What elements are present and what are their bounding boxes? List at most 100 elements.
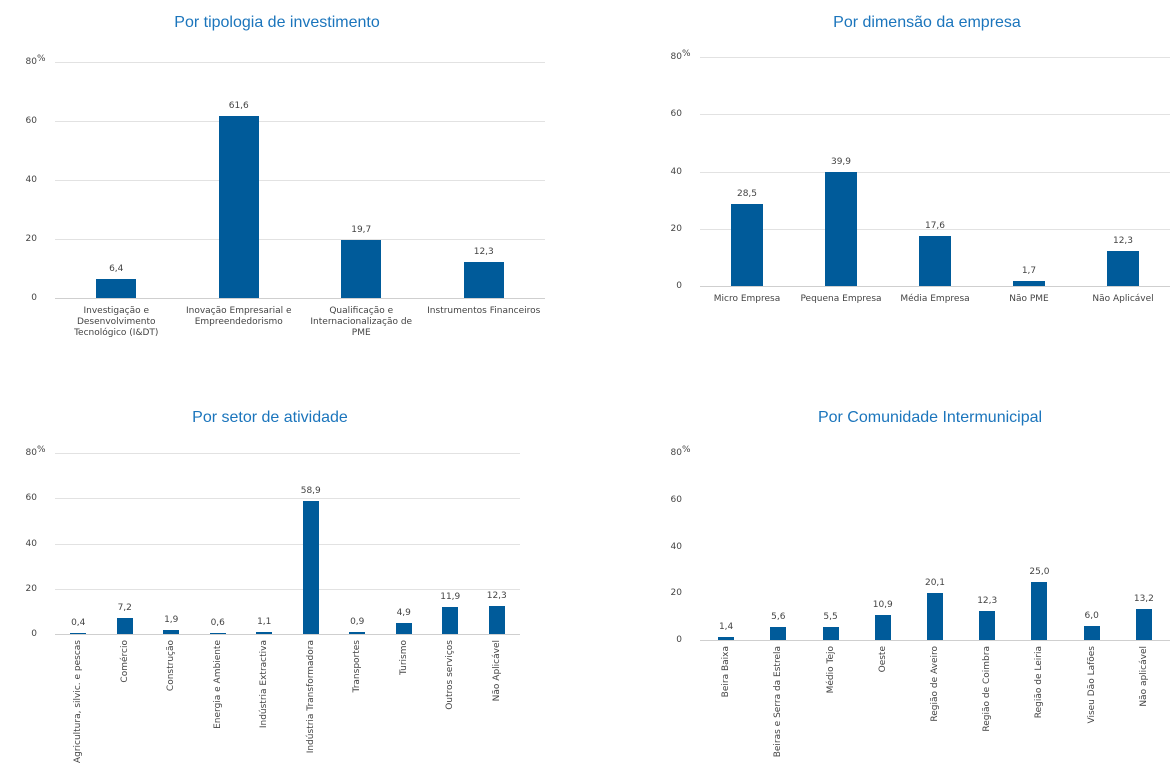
- data-label: 0,4: [71, 618, 86, 629]
- x-tick-label: Turismo: [398, 640, 409, 675]
- x-tick-label: Não aplicável: [1138, 646, 1149, 707]
- y-tick-label: 60: [25, 116, 37, 126]
- y-tick-label: 40: [25, 175, 37, 185]
- x-tick-label: Micro Empresa: [713, 294, 781, 304]
- y-unit: %: [37, 445, 46, 455]
- data-label: 17,6: [924, 220, 946, 231]
- x-tick-label: Não PME: [1009, 294, 1049, 304]
- x-tick-label: Comércio: [119, 640, 130, 683]
- data-label: 10,9: [872, 599, 893, 610]
- x-axis: [700, 640, 1170, 641]
- bar: [1107, 250, 1139, 286]
- y-tick-label: 0: [31, 629, 37, 639]
- data-label: 6,4: [109, 264, 124, 275]
- data-label: 11,9: [440, 592, 461, 603]
- data-label: 12,3: [1112, 235, 1134, 246]
- x-tick-label: Médio Tejo: [825, 646, 836, 694]
- x-tick-label: Beiras e Serra da Estrela: [773, 646, 784, 758]
- y-tick-label: 80: [25, 448, 37, 458]
- chart-title: Por dimensão da empresa: [833, 14, 1021, 31]
- x-tick-label: Construção: [166, 640, 177, 692]
- bar: [1013, 281, 1045, 286]
- grid-line: [55, 180, 545, 181]
- y-tick-label: 20: [670, 588, 682, 599]
- x-tick-label: Pequena Empresa: [800, 294, 882, 304]
- data-label: 1,7: [1021, 266, 1037, 277]
- data-label: 13,2: [1133, 594, 1154, 605]
- data-label: 0,6: [210, 617, 225, 628]
- data-label: 5,5: [823, 612, 838, 623]
- x-tick-label: Região de Leiria: [1034, 646, 1045, 719]
- bar: [463, 261, 504, 298]
- bar: [209, 632, 226, 634]
- data-label: 0,9: [350, 616, 365, 627]
- x-tick-label: Não Aplicável: [1092, 294, 1154, 304]
- x-tick-label: Outros serviços: [445, 640, 456, 710]
- x-tick-label: Transportes: [352, 640, 363, 693]
- y-unit: %: [682, 49, 691, 59]
- data-label: 4,9: [396, 607, 411, 618]
- grid-line: [700, 114, 1170, 116]
- data-label: 25,0: [1029, 566, 1050, 577]
- grid-line: [55, 498, 520, 500]
- y-tick-label: 60: [25, 493, 37, 504]
- chart-title: Por tipologia de investimento: [174, 14, 380, 31]
- bar: [919, 235, 951, 286]
- y-tick-label: 40: [670, 166, 682, 177]
- x-tick-label: Indústria Transformadora: [305, 640, 316, 754]
- data-label: 39,9: [830, 156, 852, 167]
- y-tick-label: 0: [676, 635, 682, 645]
- chart-title: Por setor de atividade: [192, 409, 348, 426]
- data-label: 1,1: [257, 616, 272, 627]
- x-tick-label: Viseu Dão Lafões: [1086, 646, 1097, 724]
- data-label: 1,9: [164, 614, 179, 625]
- x-tick-label: Inovação Empresarial e Empreendedorismo: [185, 306, 292, 327]
- bar: [442, 607, 459, 634]
- bar: [349, 631, 366, 634]
- bar: [1083, 625, 1100, 640]
- y-unit: %: [37, 54, 46, 64]
- bar: [1031, 581, 1048, 640]
- x-axis: [55, 634, 520, 635]
- x-axis: [700, 286, 1170, 287]
- bar: [488, 606, 505, 634]
- x-tick-label: Instrumentos Financeiros: [427, 306, 541, 316]
- data-label: 1,4: [718, 621, 734, 632]
- y-tick-label: 20: [670, 223, 682, 234]
- grid-line: [55, 588, 520, 590]
- x-tick-label: Energia e Ambiente: [212, 640, 223, 729]
- bar: [96, 279, 137, 298]
- bar: [256, 631, 273, 634]
- bar: [163, 629, 180, 634]
- grid-line: [700, 228, 1170, 230]
- data-label: 12,3: [473, 246, 494, 257]
- x-tick-label: Média Empresa: [900, 294, 970, 304]
- bar: [874, 614, 891, 640]
- data-label: 20,1: [924, 578, 946, 589]
- grid-line: [55, 543, 520, 545]
- y-tick-label: 40: [25, 538, 37, 549]
- x-tick-label: Oeste: [877, 646, 888, 673]
- data-label: 12,3: [977, 596, 998, 607]
- bar: [979, 611, 996, 640]
- y-tick-label: 0: [31, 293, 37, 303]
- y-tick-label: 40: [670, 541, 682, 552]
- chart-title: Por Comunidade Intermunicipal: [817, 409, 1043, 426]
- data-label: 7,2: [117, 602, 132, 613]
- y-tick-label: 0: [676, 281, 682, 291]
- bar: [718, 636, 735, 640]
- data-label: 28,5: [736, 189, 758, 200]
- x-tick-label: Qualificação e Internacionalização de PM…: [310, 306, 413, 338]
- y-tick-label: 80: [670, 52, 682, 62]
- bar: [70, 633, 87, 634]
- bar: [218, 116, 259, 298]
- y-tick-label: 80: [25, 57, 37, 67]
- data-label: 61,6: [228, 101, 249, 112]
- grid-line: [55, 62, 545, 63]
- bar: [770, 626, 787, 640]
- y-tick-label: 20: [25, 583, 37, 594]
- y-tick-label: 20: [25, 234, 37, 244]
- grid-line: [55, 121, 545, 122]
- grid-line: [700, 57, 1170, 58]
